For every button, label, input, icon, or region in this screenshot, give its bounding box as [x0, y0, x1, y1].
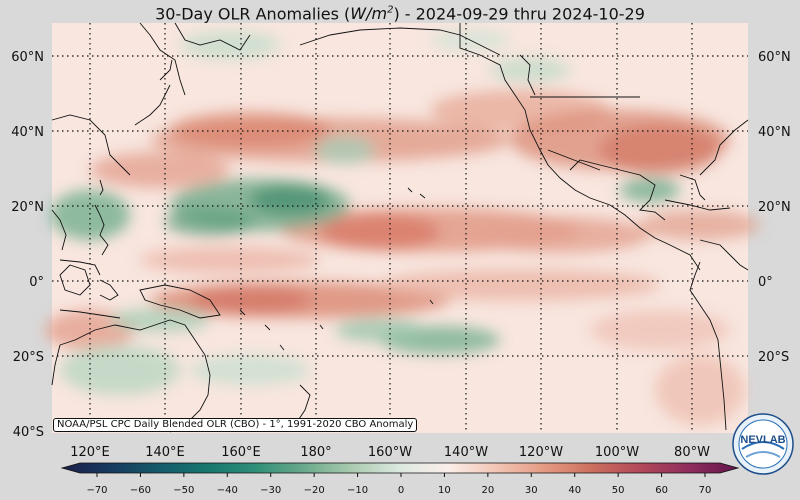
lon-label: 80°W: [674, 445, 710, 460]
lat-label: 60°N: [11, 50, 44, 65]
lat-label: 20°S: [758, 350, 789, 365]
logo-text: NEVLAB: [740, 434, 785, 446]
lat-label: 20°N: [11, 200, 44, 215]
lat-label: 20°N: [758, 200, 791, 215]
colorbar: −70 −60 −50 −40 −30 −20 −10 0 10 20 30 40 50 60 70: [60, 462, 740, 496]
anomaly-blobs: [45, 30, 760, 425]
lon-label: 120°E: [70, 445, 110, 460]
colorbar-tick-label: −50: [173, 485, 194, 496]
lon-label: 100°W: [595, 445, 639, 460]
colorbar-tick-label: 10: [438, 485, 451, 496]
colorbar-tick-label: 60: [655, 485, 668, 496]
lon-labels: 120°E 140°E 160°E 180° 160°W 140°W 120°W…: [70, 445, 710, 460]
colorbar-tick-label: −30: [260, 485, 281, 496]
colorbar-tick-label: −70: [86, 485, 107, 496]
colorbar-tick-label: 40: [568, 485, 581, 496]
colorbar-tick-label: −40: [217, 485, 238, 496]
lat-label: 0°: [758, 275, 773, 290]
colorbar-tick-label: −60: [130, 485, 151, 496]
lon-label: 160°E: [221, 445, 261, 460]
coastlines: [51, 22, 749, 433]
lat-label: 40°N: [758, 125, 791, 140]
colorbar-tick-label: 30: [525, 485, 538, 496]
lon-label: 160°W: [368, 445, 412, 460]
colorbar-bar: [60, 462, 740, 474]
colorbar-tick-label: −10: [347, 485, 368, 496]
lat-labels-left: 60°N 40°N 20°N 0° 20°S 40°S: [11, 50, 44, 440]
colorbar-tick-label: 20: [481, 485, 494, 496]
data-credit-label: NOAA/PSL CPC Daily Blended OLR (CBO) - 1…: [53, 418, 418, 432]
lon-label: 180°: [300, 445, 331, 460]
lat-label: 60°N: [758, 50, 791, 65]
colorbar-tick-label: 70: [699, 485, 712, 496]
colorbar-ticks: −70 −60 −50 −40 −30 −20 −10 0 10 20 30 40 50 60 70: [86, 473, 711, 496]
graticule: [52, 23, 748, 433]
lat-label: 40°S: [13, 425, 44, 440]
lat-label: 0°: [29, 275, 44, 290]
lat-label: 40°N: [11, 125, 44, 140]
colorbar-tick-label: 0: [398, 485, 404, 496]
lat-label: 20°S: [13, 350, 44, 365]
colorbar-tick-label: −20: [304, 485, 325, 496]
noaa-psl-globe-logo-icon: NEVLAB: [732, 413, 794, 475]
map-title: 30-Day OLR Anomalies (W/m2) - 2024-09-29…: [155, 4, 645, 24]
lon-label: 120°W: [519, 445, 563, 460]
lon-label: 140°W: [444, 445, 488, 460]
map-field: [45, 23, 760, 433]
lon-label: 140°E: [145, 445, 185, 460]
lat-labels-right: 60°N 40°N 20°N 0° 20°S: [758, 50, 791, 365]
colorbar-tick-label: 50: [612, 485, 625, 496]
